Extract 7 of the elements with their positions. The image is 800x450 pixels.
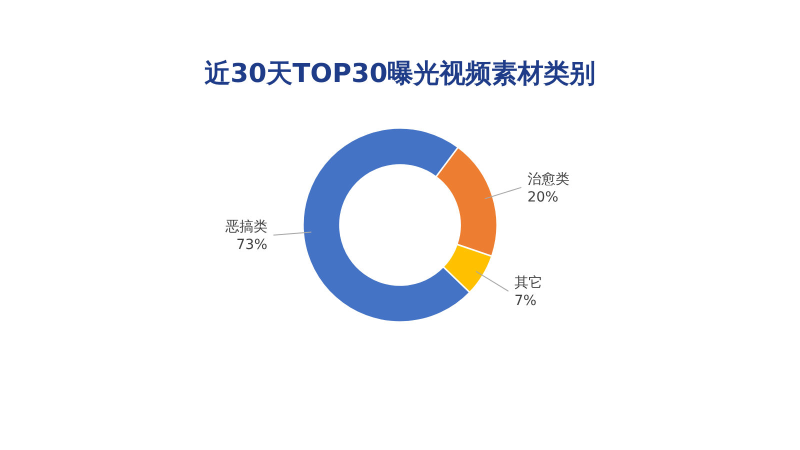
chart-title: 近30天TOP30曝光视频素材类别: [204, 59, 596, 89]
slice-label: 恶搞类: [224, 219, 268, 236]
slice-label: 其它: [514, 275, 542, 292]
slice-label: 治愈类: [527, 171, 570, 188]
data-label: 20%: [527, 189, 558, 206]
data-label: 73%: [236, 237, 268, 254]
data-label: 7%: [514, 293, 537, 310]
